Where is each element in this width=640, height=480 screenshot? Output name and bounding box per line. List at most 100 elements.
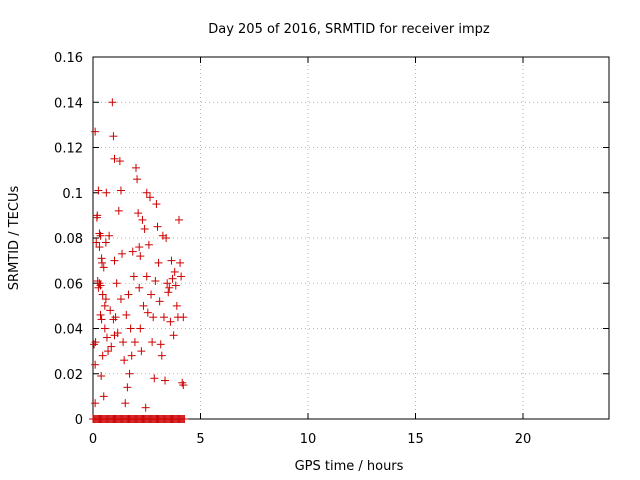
data-point <box>111 313 120 322</box>
data-point <box>171 281 180 290</box>
data-point <box>159 313 168 322</box>
data-point <box>149 313 158 322</box>
data-points <box>89 98 189 423</box>
y-tick-label: 0.16 <box>54 51 83 66</box>
data-point <box>145 193 154 202</box>
data-point <box>98 290 107 299</box>
data-point <box>142 188 151 197</box>
y-tick-label: 0.04 <box>54 323 83 338</box>
data-point <box>118 249 127 258</box>
data-point <box>172 301 181 310</box>
data-point <box>147 290 156 299</box>
ticks: 0 0.02 0.04 0.06 0.08 0.1 0.12 0.14 0.16 0 5 10 15 20 <box>54 51 609 447</box>
data-point <box>104 347 113 356</box>
data-point <box>116 295 125 304</box>
data-point <box>106 306 115 315</box>
data-point <box>125 369 134 378</box>
data-point <box>101 295 110 304</box>
data-point <box>166 317 175 326</box>
data-point <box>128 247 137 256</box>
data-point <box>132 163 140 172</box>
data-point <box>139 301 148 310</box>
x-tick-label: 0 <box>89 432 97 447</box>
data-point <box>97 315 106 324</box>
x-tick-label: 10 <box>300 432 317 447</box>
data-point <box>154 258 163 267</box>
data-point <box>167 256 176 265</box>
data-point <box>168 274 177 283</box>
data-point <box>170 267 179 276</box>
data-point <box>176 258 185 267</box>
data-point <box>140 224 149 233</box>
data-point <box>169 331 178 340</box>
y-tick-label: 0.14 <box>54 96 83 111</box>
data-point <box>133 175 142 184</box>
data-point <box>141 403 150 412</box>
data-point <box>115 157 124 166</box>
data-point <box>91 338 100 347</box>
data-point <box>129 272 138 281</box>
y-axis-label: SRMTID / TECUs <box>7 186 22 291</box>
data-point <box>91 127 100 136</box>
data-point <box>105 231 114 240</box>
data-point <box>143 308 152 317</box>
x-tick-label: 15 <box>407 432 424 447</box>
x-tick-label: 5 <box>196 432 204 447</box>
data-point <box>98 258 107 267</box>
data-point <box>95 243 104 252</box>
data-point <box>124 290 133 299</box>
data-point <box>93 211 102 220</box>
y-tick-label: 0.1 <box>62 187 83 202</box>
data-point <box>119 338 128 347</box>
data-point <box>94 186 103 195</box>
data-point <box>120 356 129 365</box>
data-point <box>113 329 122 338</box>
data-point <box>134 209 143 218</box>
data-point <box>136 324 145 333</box>
data-point <box>99 392 108 401</box>
data-point <box>107 342 116 351</box>
data-point <box>179 381 188 390</box>
data-point <box>153 222 162 231</box>
data-point <box>102 188 111 197</box>
y-tick-label: 0.08 <box>54 232 83 247</box>
x-tick-label: 20 <box>515 432 532 447</box>
data-point <box>116 186 125 195</box>
data-point <box>121 399 130 408</box>
data-point <box>148 338 157 347</box>
chart-title: Day 205 of 2016, SRMTID for receiver imp… <box>208 22 490 37</box>
data-point <box>161 376 170 385</box>
data-point <box>110 154 119 163</box>
data-point <box>138 215 147 224</box>
data-point <box>144 240 153 249</box>
data-point <box>100 301 109 310</box>
data-point <box>130 338 139 347</box>
data-point-zero <box>180 415 189 423</box>
data-point <box>142 272 151 281</box>
data-point <box>151 276 160 285</box>
y-tick-label: 0 <box>75 413 83 428</box>
data-point <box>123 383 132 392</box>
data-point <box>97 372 106 381</box>
data-point <box>96 310 105 319</box>
data-point <box>92 238 101 247</box>
data-point <box>135 243 144 252</box>
data-point <box>100 324 109 333</box>
data-point <box>164 288 173 297</box>
data-point <box>165 283 174 292</box>
data-point <box>110 256 119 265</box>
data-point <box>102 333 111 342</box>
data-point <box>152 200 161 209</box>
data-point <box>112 279 121 288</box>
data-point <box>155 297 164 306</box>
data-point <box>179 313 188 322</box>
data-point <box>96 281 105 290</box>
data-point <box>156 340 165 349</box>
data-point <box>101 238 110 247</box>
x-axis-label: GPS time / hours <box>295 459 404 474</box>
grid <box>93 57 609 419</box>
data-point <box>162 234 171 242</box>
y-tick-label: 0.06 <box>54 277 83 292</box>
